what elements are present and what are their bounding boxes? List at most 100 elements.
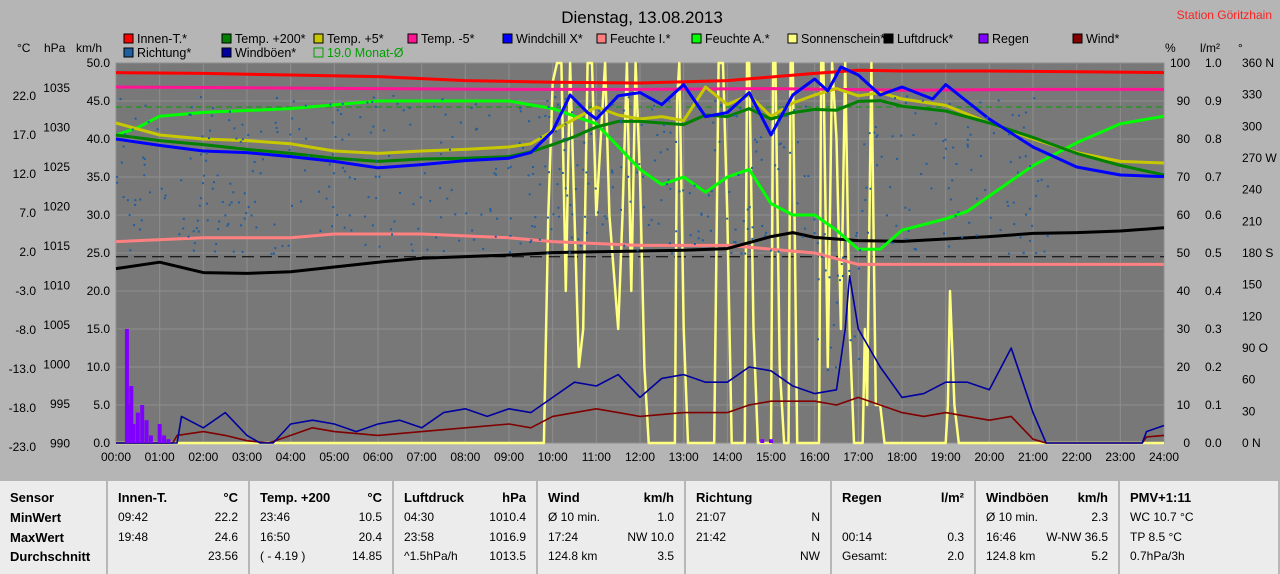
direction-dot	[930, 187, 933, 190]
unit-percent: %	[1165, 41, 1176, 55]
stat-row: 16:46 W-NW 36.5	[976, 530, 1118, 549]
tick-direction: 300	[1242, 119, 1262, 133]
direction-dot	[129, 249, 132, 252]
direction-dot	[582, 168, 585, 171]
direction-dot	[947, 187, 950, 190]
direction-dot	[509, 234, 512, 237]
direction-dot	[204, 159, 207, 162]
stat-cell: 23:58	[404, 529, 435, 544]
tick-time: 17:00	[843, 450, 873, 464]
direction-dot	[281, 245, 284, 248]
direction-dot	[270, 252, 273, 255]
direction-dot	[411, 249, 414, 252]
direction-dot	[669, 187, 672, 190]
legend-label: Regen	[992, 32, 1029, 46]
stat-cell: 23.56	[207, 549, 238, 563]
direction-dot	[751, 226, 754, 229]
stat-column: Richtung 21:07 N 21:42 N NW	[686, 481, 832, 574]
direction-dot	[228, 110, 231, 113]
direction-dot	[836, 274, 839, 277]
direction-dot	[410, 243, 413, 246]
direction-dot	[562, 138, 565, 141]
direction-dot	[558, 168, 561, 171]
stat-cell: 20.4	[358, 529, 382, 544]
direction-dot	[116, 175, 119, 178]
direction-dot	[275, 126, 278, 129]
direction-dot	[444, 113, 447, 116]
direction-dot	[547, 106, 550, 109]
tick-time: 04:00	[276, 450, 306, 464]
legend-label: Feuchte I.*	[610, 32, 671, 46]
direction-dot	[1037, 179, 1040, 182]
direction-dot	[693, 184, 696, 187]
direction-dot	[653, 159, 656, 162]
tick-temp: -8.0	[15, 323, 36, 337]
direction-dot	[779, 142, 782, 145]
direction-dot	[239, 140, 242, 143]
series-line-sonnenschein-	[116, 61, 1164, 445]
stat-cell: 17:24	[548, 529, 579, 544]
direction-dot	[984, 189, 987, 192]
direction-dot	[160, 187, 163, 190]
direction-dot	[305, 137, 308, 140]
tick-wind: 45.0	[87, 94, 111, 108]
tick-rain: 0.1	[1205, 398, 1222, 412]
direction-dot	[435, 236, 438, 239]
weather-chart: Dienstag, 13.08.2013 Station Göritzhain …	[8, 8, 1278, 464]
direction-dot	[1046, 234, 1049, 237]
stat-cell: Ø 10 min.	[986, 510, 1039, 524]
stat-row: 00:14 0.3	[832, 530, 974, 549]
direction-dot	[975, 197, 978, 200]
direction-dot	[489, 210, 492, 213]
legend-swatch	[1072, 33, 1083, 44]
direction-dot	[656, 133, 659, 136]
direction-dot	[519, 242, 522, 245]
direction-dot	[697, 237, 700, 240]
tick-humidity: 30	[1177, 322, 1191, 336]
direction-dot	[328, 163, 331, 166]
direction-dot	[868, 132, 871, 135]
statistics-table: Sensor MinWert MaxWert Durchschnitt Innen-T.…	[0, 481, 1280, 574]
direction-dot	[1029, 165, 1032, 168]
tick-temp: -13.0	[9, 362, 37, 376]
series-line-wind-	[116, 396, 1165, 444]
direction-dot	[243, 192, 246, 195]
direction-dot	[341, 166, 344, 169]
stat-row: Durchschnitt	[0, 549, 106, 568]
direction-dot	[730, 251, 733, 254]
direction-dot	[126, 199, 129, 202]
tick-humidity: 70	[1177, 170, 1191, 184]
direction-dot	[554, 96, 557, 99]
tick-direction: 0 N	[1242, 436, 1261, 450]
direction-dot	[233, 127, 236, 130]
direction-dot	[228, 203, 231, 206]
direction-dot	[149, 191, 152, 194]
tick-temp: -3.0	[15, 284, 36, 298]
direction-dot	[261, 158, 264, 161]
direction-dot	[251, 170, 254, 173]
direction-dot	[412, 203, 415, 206]
direction-dot	[143, 163, 146, 166]
tick-rain: 0.7	[1205, 170, 1222, 184]
direction-dot	[408, 106, 411, 109]
direction-dot	[992, 132, 995, 135]
direction-dot	[539, 136, 542, 139]
direction-dot	[714, 149, 717, 152]
direction-dot	[849, 339, 852, 342]
direction-dot	[546, 216, 549, 219]
direction-dot	[329, 103, 332, 106]
tick-rain: 0.8	[1205, 132, 1222, 146]
stat-row: MaxWert	[0, 530, 106, 549]
stat-row: Gesamt: 2.0	[832, 549, 974, 568]
direction-dot	[330, 225, 333, 228]
legend-swatch	[123, 47, 134, 58]
direction-dot	[390, 228, 393, 231]
direction-dot	[182, 227, 185, 230]
direction-dot	[209, 129, 212, 132]
stat-cell: Ø 10 min.	[548, 510, 601, 524]
stat-cell: Gesamt:	[842, 549, 888, 563]
direction-dot	[858, 358, 861, 361]
direction-dot	[1028, 207, 1031, 210]
direction-dot	[783, 146, 786, 149]
direction-dot	[712, 121, 715, 124]
